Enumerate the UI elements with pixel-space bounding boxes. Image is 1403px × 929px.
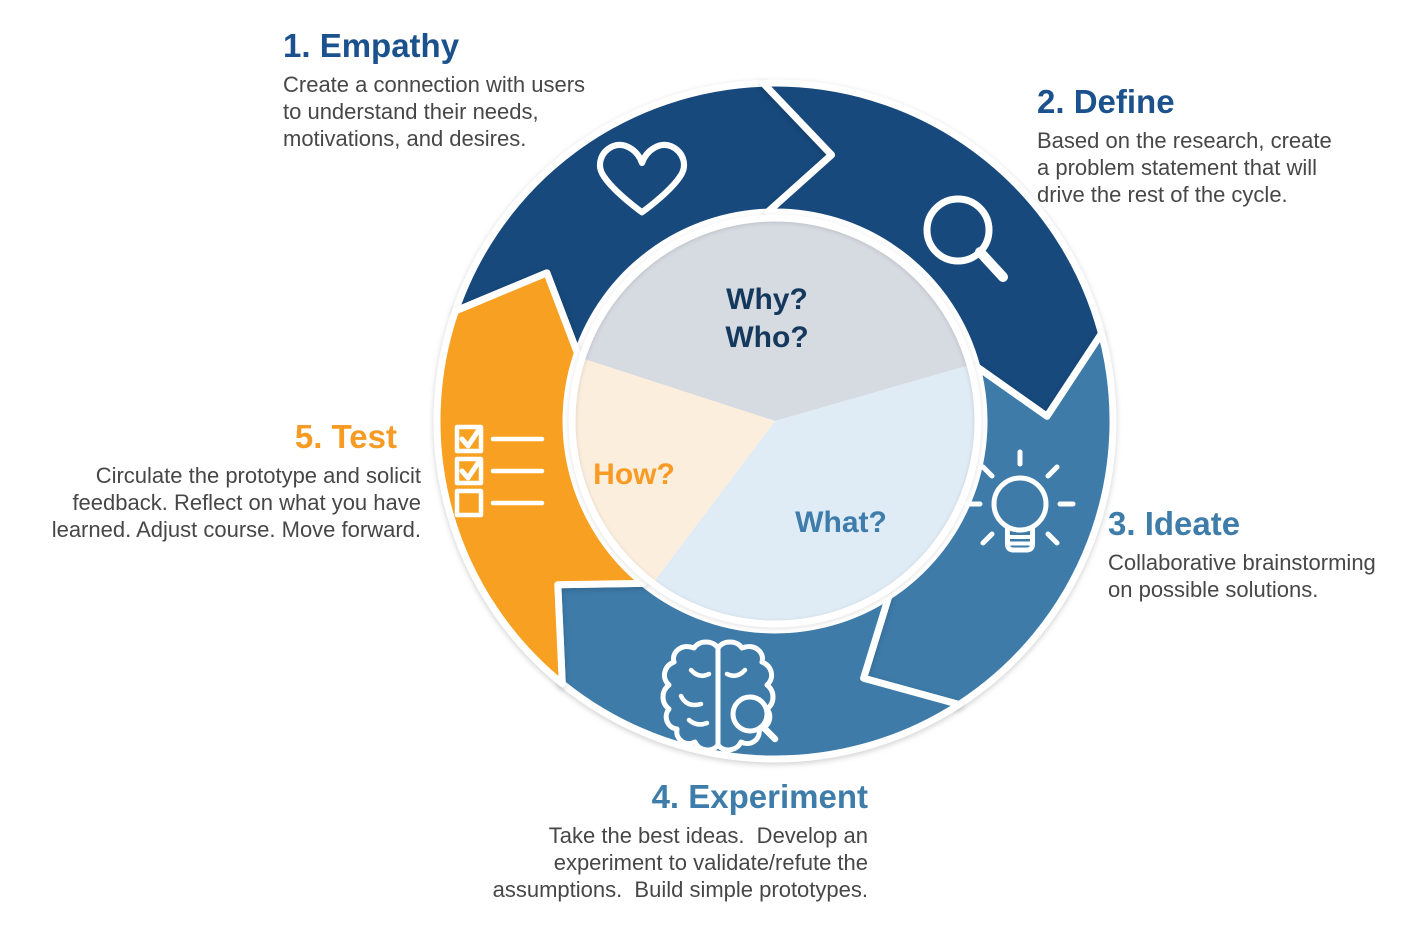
stage-block-test: 5. Test Circulate the prototype and soli… xyxy=(52,419,421,543)
brain-magnifier-icon xyxy=(660,639,779,753)
desc-line: assumptions. Build simple prototypes. xyxy=(492,877,868,902)
desc-line: feedback. Reflect on what you have xyxy=(72,490,421,515)
checklist-icon xyxy=(454,424,545,518)
hub-question-how: How? xyxy=(593,456,675,494)
stage-title-define: 2. Define xyxy=(1037,83,1175,120)
stage-block-ideate: 3. Ideate Collaborative brainstorming on… xyxy=(1108,506,1376,603)
stage-icons xyxy=(454,142,1076,753)
lightbulb-icon xyxy=(964,449,1076,553)
desc-line: Create a connection with users xyxy=(283,72,586,97)
heart-icon xyxy=(596,142,688,216)
stage-desc-test: Circulate the prototype and solicit feed… xyxy=(52,462,421,543)
hub-slice-how xyxy=(571,358,775,584)
hub-question-why-who: Why? Who? xyxy=(725,281,808,357)
desc-line: learned. Adjust course. Move forward. xyxy=(51,517,421,542)
hub-question-line: What? xyxy=(795,506,887,539)
stage-block-define: 2. Define Based on the research, create … xyxy=(1037,84,1332,208)
stage-block-experiment: 4. Experiment Take the best ideas. Devel… xyxy=(493,779,868,903)
desc-line: Circulate the prototype and solicit xyxy=(95,463,421,488)
stage-desc-experiment: Take the best ideas. Develop an experime… xyxy=(493,822,868,903)
desc-line: on possible solutions. xyxy=(1108,577,1319,602)
ring-segment-test xyxy=(433,269,647,688)
desc-line: Based on the research, create xyxy=(1037,128,1332,153)
desc-line: to understand their needs, xyxy=(283,99,539,124)
desc-line: a problem statement that will xyxy=(1037,155,1318,180)
hub-pie xyxy=(571,217,978,624)
hub-question-what: What? xyxy=(795,504,887,542)
hub-border-circle xyxy=(568,214,982,628)
stage-desc-empathy: Create a connection with users to unders… xyxy=(283,71,585,152)
desc-line: Collaborative brainstorming xyxy=(1108,550,1376,575)
hub-slice-why-who xyxy=(581,217,971,421)
stage-title-test: 5. Test xyxy=(294,418,397,455)
stage-title-ideate: 3. Ideate xyxy=(1108,505,1241,542)
magnifying-glass-icon xyxy=(923,195,1008,282)
hub-question-line: How? xyxy=(593,458,675,491)
desc-line: experiment to validate/refute the xyxy=(553,850,868,875)
desc-line: drive the rest of the cycle. xyxy=(1037,182,1288,207)
stage-title-experiment: 4. Experiment xyxy=(651,778,868,815)
stage-desc-define: Based on the research, create a problem … xyxy=(1037,127,1332,208)
stage-title-empathy: 1. Empathy xyxy=(283,27,460,64)
stage-desc-ideate: Collaborative brainstorming on possible … xyxy=(1108,549,1376,603)
stage-block-empathy: 1. Empathy Create a connection with user… xyxy=(283,28,585,152)
desc-line: Take the best ideas. Develop an xyxy=(548,823,868,848)
desc-line: motivations, and desires. xyxy=(283,126,527,151)
hub-question-line: Why? xyxy=(726,283,808,316)
hub-slice-what xyxy=(652,365,978,624)
hub-question-line: Who? xyxy=(725,321,809,354)
